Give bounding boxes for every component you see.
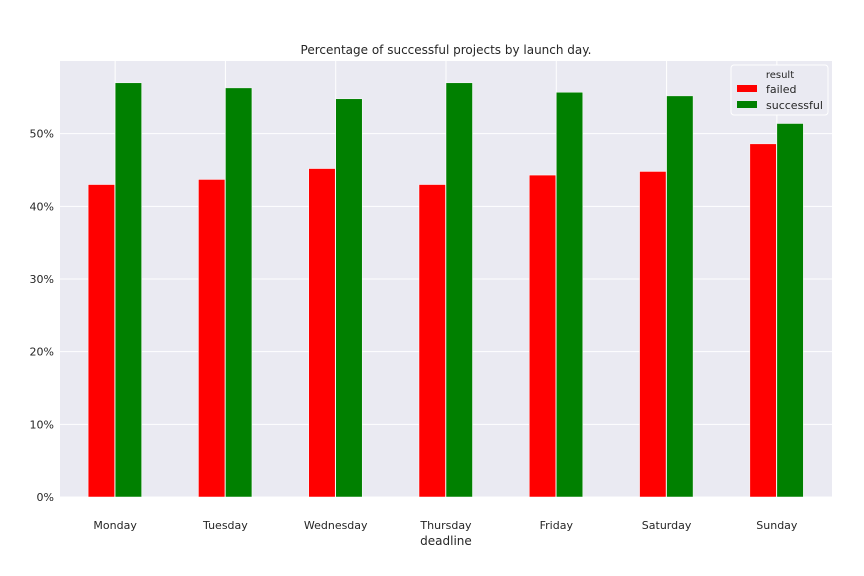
bar-successful-thursday — [445, 82, 473, 498]
x-tick-label: Wednesday — [304, 519, 368, 532]
legend-label-successful: successful — [766, 99, 823, 112]
x-tick-label: Monday — [93, 519, 137, 532]
bar-failed-friday — [529, 174, 557, 498]
x-tick-label: Thursday — [419, 519, 472, 532]
bars — [87, 82, 804, 498]
x-axis-label: deadline — [420, 534, 472, 548]
legend: result failed successful — [730, 64, 829, 116]
x-tick-label: Sunday — [756, 519, 798, 532]
y-axis-ticks: 0% 10% 20% 30% 40% 50% — [30, 128, 54, 504]
bar-successful-saturday — [666, 95, 694, 498]
bar-successful-tuesday — [225, 87, 253, 498]
y-tick-label: 50% — [30, 128, 54, 141]
legend-swatch-failed — [737, 85, 757, 92]
chart-title: Percentage of successful projects by lau… — [301, 43, 592, 57]
bar-failed-wednesday — [308, 168, 336, 498]
bar-successful-monday — [114, 82, 142, 498]
bar-failed-monday — [87, 184, 115, 498]
bar-successful-wednesday — [335, 98, 363, 498]
x-tick-label: Tuesday — [202, 519, 248, 532]
bar-successful-friday — [556, 91, 584, 498]
y-tick-label: 10% — [30, 418, 54, 431]
bar-failed-sunday — [749, 143, 777, 498]
y-tick-label: 20% — [30, 346, 54, 359]
bar-failed-tuesday — [198, 179, 226, 498]
x-axis-ticks: Monday Tuesday Wednesday Thursday Friday Satu… — [93, 519, 797, 532]
legend-title: result — [766, 70, 794, 81]
bar-successful-sunday — [776, 123, 804, 498]
y-tick-label: 0% — [37, 491, 54, 504]
bar-failed-thursday — [418, 184, 446, 498]
bar-failed-saturday — [639, 171, 667, 498]
x-tick-label: Saturday — [642, 519, 692, 532]
y-tick-label: 30% — [30, 273, 54, 286]
legend-swatch-successful — [737, 101, 757, 108]
x-tick-label: Friday — [540, 519, 574, 532]
legend-label-failed: failed — [766, 83, 796, 96]
y-tick-label: 40% — [30, 200, 54, 213]
